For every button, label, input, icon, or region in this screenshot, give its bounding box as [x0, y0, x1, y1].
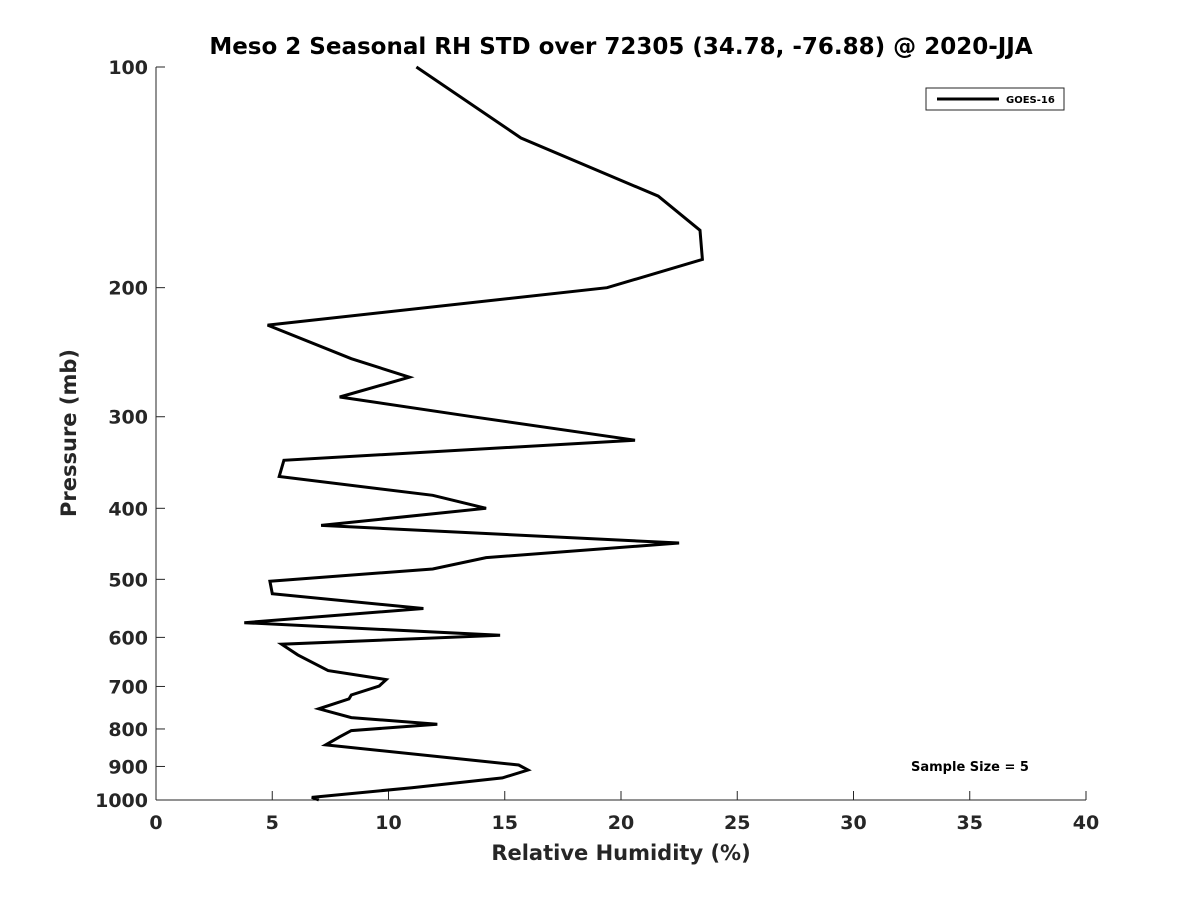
y-tick-label: 1000 [95, 790, 148, 812]
y-tick-label: 300 [108, 407, 148, 429]
y-tick-label: 400 [108, 498, 148, 520]
x-tick-label: 30 [840, 812, 866, 834]
y-tick-label: 500 [108, 569, 148, 591]
y-tick-label: 100 [108, 57, 148, 79]
y-axis-label: Pressure (mb) [57, 349, 81, 517]
y-axis-ticks: 100 200 300 400 500 600 700 800 900 1000 [95, 57, 165, 812]
y-tick-label: 600 [108, 627, 148, 649]
x-axis-label: Relative Humidity (%) [491, 841, 750, 865]
legend-label-goes-16: GOES-16 [1006, 95, 1055, 106]
x-tick-label: 35 [957, 812, 983, 834]
legend: GOES-16 [925, 87, 1065, 111]
x-tick-label: 5 [266, 812, 279, 834]
series-line-goes-16 [244, 65, 704, 802]
y-tick-label: 900 [108, 756, 148, 778]
sample-size-annotation: Sample Size = 5 [911, 760, 1029, 775]
x-tick-label: 40 [1073, 812, 1099, 834]
y-tick-label: 200 [108, 278, 148, 300]
series-group [244, 65, 704, 802]
chart-title: Meso 2 Seasonal RH STD over 72305 (34.78… [209, 34, 1033, 60]
x-tick-label: 20 [608, 812, 634, 834]
plot-area [156, 67, 1086, 800]
y-tick-label: 800 [108, 719, 148, 741]
x-tick-label: 10 [375, 812, 401, 834]
x-tick-label: 15 [492, 812, 518, 834]
x-tick-label: 25 [724, 812, 750, 834]
y-tick-label: 700 [108, 676, 148, 698]
x-tick-label: 0 [149, 812, 162, 834]
x-axis-ticks: 0 5 10 15 20 25 30 35 40 [149, 791, 1099, 834]
